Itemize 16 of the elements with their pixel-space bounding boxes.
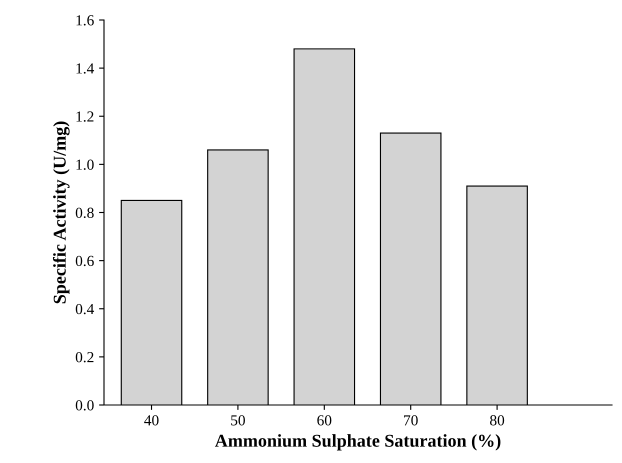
y-tick-label: 1.2	[76, 111, 94, 122]
x-tick-label: 50	[231, 415, 245, 426]
y-tick-label: 0.6	[76, 256, 94, 266]
x-tick-label: 70	[404, 415, 418, 426]
x-tick-label: 60	[317, 415, 332, 426]
y-tick-label: 0.2	[76, 352, 94, 362]
y-tick-label: 0.0	[76, 400, 94, 411]
y-tick-label: 0.8	[76, 208, 94, 218]
y-tick-label: 1.0	[76, 160, 94, 170]
x-axis-title: Ammonium Sulphate Saturation (%)	[214, 434, 500, 451]
y-tick-label: 0.4	[76, 304, 94, 314]
x-tick-label: 40	[144, 415, 159, 426]
y-tick-label: 1.6	[76, 15, 94, 26]
y-axis-title: Specific Activity (U/mg)	[52, 122, 70, 304]
y-tick-label: 1.4	[76, 63, 94, 74]
x-tick-label: 80	[490, 415, 504, 426]
